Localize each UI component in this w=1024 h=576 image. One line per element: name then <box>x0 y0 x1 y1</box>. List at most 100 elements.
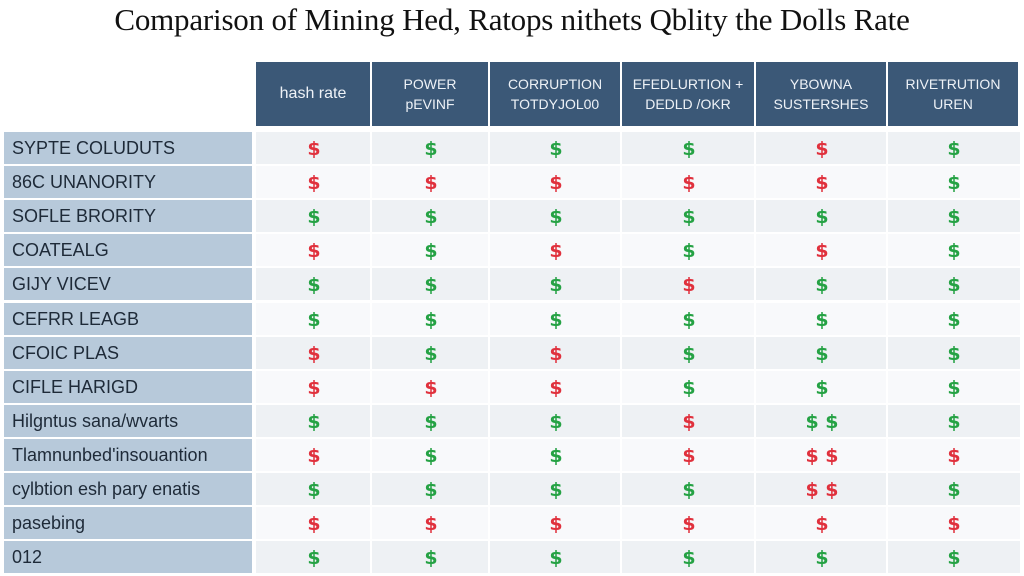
dollar-mark-green: $ <box>947 240 961 262</box>
dollar-mark-red: $ <box>815 138 829 160</box>
dollar-mark-green: $ <box>947 343 961 365</box>
dollar-mark-red: $ <box>307 240 321 262</box>
table-row <box>256 439 1020 473</box>
dollar-mark-green: $ <box>307 274 321 296</box>
dollar-mark-green: $ <box>549 206 563 228</box>
dollar-mark-red: $ <box>947 513 961 535</box>
dollar-mark-green: $ <box>424 445 438 467</box>
table-row <box>256 303 1020 337</box>
dollar-mark-green: $ <box>682 309 696 331</box>
dollar-mark-green: $ <box>947 411 961 433</box>
dollar-mark-green: $ <box>424 479 438 501</box>
column-header-4: YBOWNA SUSTERSHES <box>756 62 888 126</box>
dollar-mark-red: $ <box>815 240 829 262</box>
dollar-mark-green: $ <box>549 411 563 433</box>
chart-title: Comparison of Mining Hed, Ratops nithets… <box>114 2 910 37</box>
table-row <box>256 200 1020 234</box>
dollar-mark-green: $ <box>424 343 438 365</box>
dollar-mark-red: $ <box>947 445 961 467</box>
dollar-mark-red: $ <box>307 513 321 535</box>
column-divider <box>754 126 756 574</box>
dollar-mark-green: $ <box>424 138 438 160</box>
column-header-2: CORRUPTION TOTDYJOL00 <box>490 62 622 126</box>
column-divider <box>370 126 372 574</box>
row-label: SOFLE BRORITY <box>4 200 252 234</box>
dollar-mark-green: $ <box>682 343 696 365</box>
dollar-mark-green: $ <box>549 309 563 331</box>
dollar-mark-red: $ <box>549 377 563 399</box>
column-header-5: RIVETRUTION UREN <box>888 62 1020 126</box>
row-label: CFOIC PLAS <box>4 337 252 371</box>
dollar-mark-red: $ <box>307 377 321 399</box>
column-header-1: POWER pEVINF <box>372 62 490 126</box>
dollar-mark-green: $ <box>307 411 321 433</box>
comparison-table: hash rate POWER pEVINF CORRUPTION TOTDYJOL00… <box>4 62 1020 575</box>
column-header-1-line-0: POWER <box>403 76 457 92</box>
column-header-3: EFEDLURTION + DEDLD /OKR <box>622 62 756 126</box>
dollar-mark-green: $ <box>815 547 829 569</box>
column-header-2-line-0: CORRUPTION <box>507 76 603 92</box>
dollar-mark-green: $ <box>682 138 696 160</box>
dollar-mark-red: $ <box>549 343 563 365</box>
dollar-mark-green: $ <box>307 206 321 228</box>
dollar-mark-red: $ <box>424 377 438 399</box>
dollar-mark-green: $ <box>815 377 829 399</box>
dollar-mark-green: $ <box>424 547 438 569</box>
column-header-5-line-1: UREN <box>933 96 973 112</box>
row-label: cylbtion esh pary enatis <box>4 473 252 507</box>
dollar-mark-red: $ <box>682 172 696 194</box>
row-label: GIJY VICEV <box>4 268 252 302</box>
dollar-mark-red: $ $ <box>805 479 839 501</box>
dollar-mark-red: $ <box>815 172 829 194</box>
dollar-mark-green: $ <box>307 479 321 501</box>
table-row <box>256 405 1020 439</box>
dollar-mark-green: $ <box>549 479 563 501</box>
dollar-mark-green: $ $ <box>805 411 839 433</box>
dollar-mark-red: $ <box>549 172 563 194</box>
column-divider <box>620 126 622 574</box>
dollar-mark-green: $ <box>947 479 961 501</box>
column-header-2-line-1: TOTDYJOL00 <box>510 96 600 112</box>
column-header-3-line-1: DEDLD /OKR <box>645 96 731 112</box>
dollar-mark-red: $ <box>682 445 696 467</box>
row-label: 012 <box>4 541 252 575</box>
row-label: Tlamnunbed'insouantion <box>4 439 252 473</box>
dollar-mark-green: $ <box>815 274 829 296</box>
column-divider <box>886 126 888 574</box>
row-label: 86C UNANORITY <box>4 166 252 200</box>
table-row <box>256 132 1020 166</box>
table-row <box>256 507 1020 541</box>
dollar-mark-red: $ <box>307 138 321 160</box>
table-row <box>256 234 1020 268</box>
dollar-mark-green: $ <box>307 547 321 569</box>
dollar-mark-red: $ $ <box>805 445 839 467</box>
dollar-mark-green: $ <box>947 172 961 194</box>
row-label: SYPTE COLUDUTS <box>4 132 252 166</box>
dollar-mark-green: $ <box>815 343 829 365</box>
dollar-mark-green: $ <box>947 274 961 296</box>
table-row <box>256 371 1020 405</box>
dollar-mark-green: $ <box>947 547 961 569</box>
column-header-4-line-1: SUSTERSHES <box>773 96 869 112</box>
dollar-mark-green: $ <box>549 274 563 296</box>
dollar-mark-red: $ <box>549 240 563 262</box>
dollar-mark-green: $ <box>815 206 829 228</box>
dollar-mark-green: $ <box>947 377 961 399</box>
dollar-mark-green: $ <box>549 445 563 467</box>
dollar-mark-green: $ <box>549 138 563 160</box>
dollar-mark-red: $ <box>682 513 696 535</box>
column-header-1-line-1: pEVINF <box>405 96 455 112</box>
dollar-mark-green: $ <box>682 206 696 228</box>
table-row <box>256 337 1020 371</box>
column-header-3-line-0: EFEDLURTION + <box>632 76 744 92</box>
dollar-mark-red: $ <box>815 513 829 535</box>
column-header-0: hash rate <box>256 62 372 126</box>
dollar-mark-green: $ <box>424 240 438 262</box>
dollar-mark-red: $ <box>424 172 438 194</box>
dollar-mark-green: $ <box>815 309 829 331</box>
dollar-mark-red: $ <box>682 411 696 433</box>
row-label: CEFRR LEAGB <box>4 303 252 337</box>
table-row <box>256 268 1020 302</box>
dollar-mark-green: $ <box>947 309 961 331</box>
dollar-mark-green: $ <box>682 377 696 399</box>
